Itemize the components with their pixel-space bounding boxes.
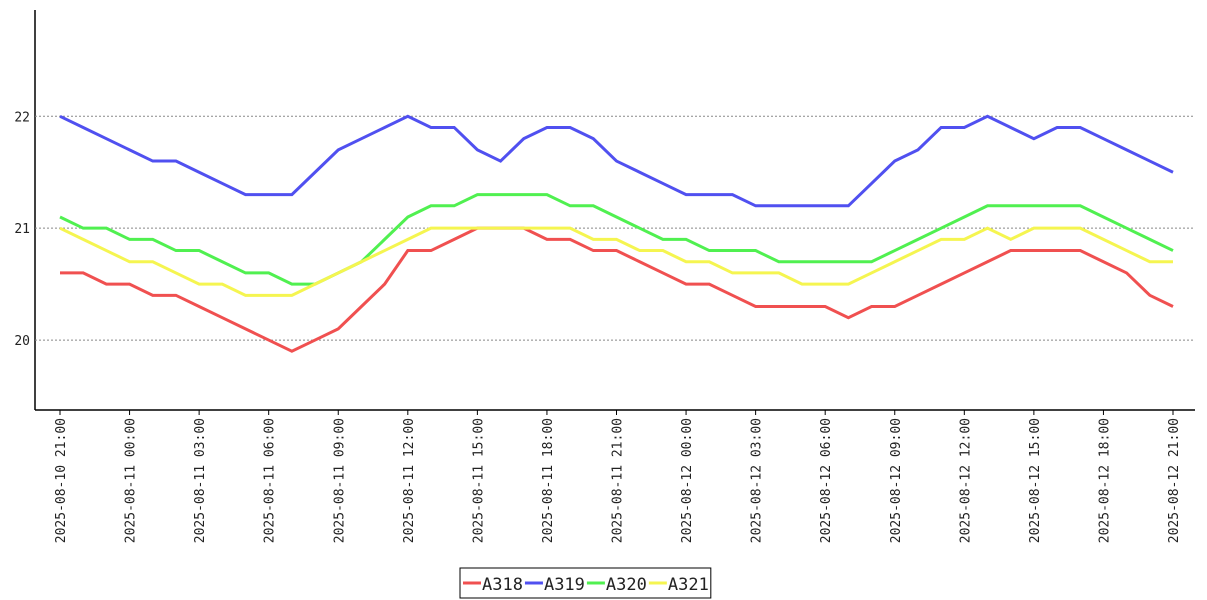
x-tick-label: 2025-08-11 18:00 (541, 418, 556, 543)
x-tick-label: 2025-08-12 15:00 (1028, 418, 1043, 543)
legend-label: A318 (482, 575, 523, 595)
y-tick-label: 21 (14, 222, 30, 237)
x-tick-label: 2025-08-12 18:00 (1097, 418, 1112, 543)
x-tick-label: 2025-08-12 03:00 (750, 418, 765, 543)
x-tick-label: 2025-08-11 09:00 (332, 418, 347, 543)
series-line (59, 193, 1174, 286)
legend: A318 A319 A320 A321 (459, 567, 712, 599)
x-tick-label: 2025-08-10 21:00 (54, 418, 69, 543)
series-line (60, 226, 1174, 353)
x-tick-label: 2025-08-12 12:00 (958, 418, 973, 543)
y-tick-label: 20 (14, 334, 30, 349)
x-tick-label: 2025-08-12 09:00 (889, 418, 904, 543)
series-line (59, 226, 1173, 297)
x-tick-label: 2025-08-11 15:00 (471, 418, 486, 543)
x-tick-label: 2025-08-11 12:00 (402, 418, 417, 543)
series-line (59, 114, 1174, 208)
x-tick-label: 2025-08-12 06:00 (819, 418, 834, 543)
x-tick-label: 2025-08-12 21:00 (1167, 418, 1182, 543)
x-tick-label: 2025-08-11 21:00 (611, 418, 626, 543)
x-tick-label: 2025-08-11 06:00 (263, 418, 278, 543)
x-tick-label: 2025-08-11 03:00 (193, 418, 208, 543)
legend-label: A321 (668, 575, 709, 595)
legend-label: A320 (606, 575, 647, 595)
legend-box (459, 567, 712, 599)
x-tick-label: 2025-08-12 00:00 (680, 418, 695, 543)
y-tick-label: 22 (14, 110, 30, 125)
x-tick-label: 2025-08-11 00:00 (124, 418, 139, 543)
legend-label: A319 (544, 575, 585, 595)
